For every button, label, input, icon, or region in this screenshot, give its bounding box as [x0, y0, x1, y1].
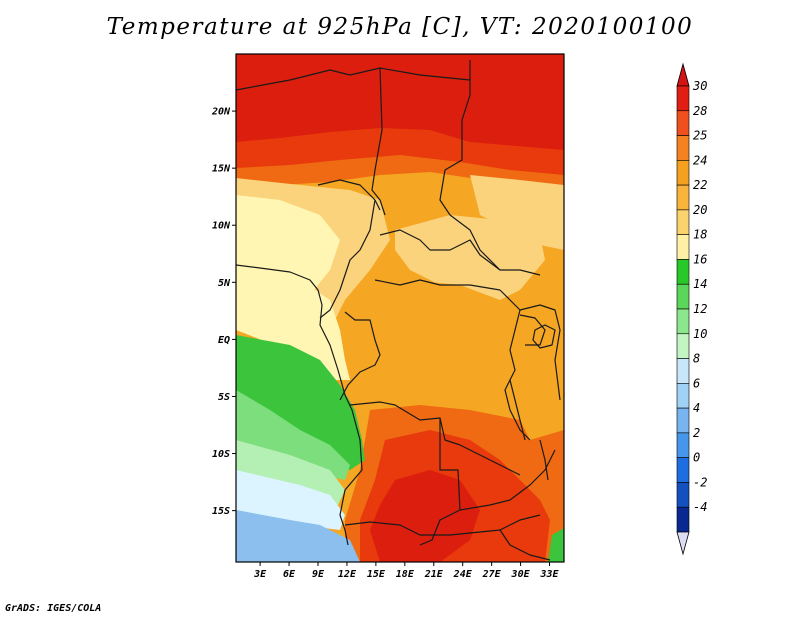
lon-label: 24E [453, 569, 473, 580]
map-title: Temperature at 925hPa [C], VT: 202010010… [106, 14, 694, 40]
border-car [379, 229, 501, 271]
colorbar-label: 20 [693, 203, 707, 217]
colorbar-label: 22 [693, 178, 707, 192]
border-sudan [439, 80, 541, 276]
border-uganda [519, 314, 546, 346]
lon-label: 27E [482, 569, 502, 580]
colorbar-swatch [676, 358, 690, 384]
border-angola-north [349, 401, 521, 476]
lon-label: 12E [338, 569, 357, 580]
red-zone-south-deep [370, 470, 480, 562]
lat-label: 5S [218, 392, 230, 403]
light-orange-central [395, 215, 545, 300]
lon-label: 18E [396, 569, 415, 580]
border-drc-east [499, 289, 531, 441]
lake-malawi [539, 439, 549, 481]
colorbar-swatch [676, 283, 690, 310]
colorbar-top-cap [676, 62, 690, 87]
lake-tanganyika [509, 379, 526, 441]
lon-label: 33E [539, 569, 559, 580]
lon-label: 15E [367, 569, 386, 580]
border-namibia [344, 514, 541, 536]
border-zimbabwe [499, 529, 551, 561]
latitude-labels: 20N 15N 10N 5N EQ 5S 10S 15S [211, 107, 236, 517]
colorbar-label: 12 [693, 302, 707, 316]
colorbar-label: 30 [692, 79, 707, 93]
colorbar-swatch [676, 209, 690, 235]
country-borders [236, 60, 561, 561]
light-orange-east [470, 175, 564, 250]
colorbar-swatch [676, 407, 690, 434]
colorbar-swatch [676, 110, 690, 136]
lat-label: 10S [212, 449, 230, 460]
border-congo-drc [339, 311, 381, 401]
colorbar-label: 4 [693, 401, 700, 415]
border-nigeria [317, 179, 381, 211]
colorbar-swatch [676, 383, 690, 409]
lake-victoria [532, 324, 556, 349]
border-chad [371, 67, 386, 216]
longitude-labels: 3E 6E 9E 12E 15E 18E 21E 24E 27E 30E 33E [253, 562, 560, 580]
lon-label: 6E [283, 569, 296, 580]
colorbar-label: 14 [693, 277, 707, 291]
colorbar-label: 28 [693, 104, 707, 118]
coastline [236, 264, 363, 546]
lat-label: 5N [218, 278, 231, 289]
colorbar-swatch [676, 135, 690, 161]
colorbar-label: 10 [693, 327, 707, 341]
temperature-field [236, 54, 564, 562]
cool-water [236, 470, 345, 530]
colorbar-swatch [676, 482, 690, 508]
colorbar-label: 18 [693, 228, 707, 242]
colorbar-swatch [676, 160, 690, 186]
lat-label: 10N [212, 221, 231, 232]
border-car-south [374, 279, 501, 291]
orange-zone-east [510, 300, 564, 440]
colorbar-swatch [676, 506, 690, 533]
colorbar-swatch [676, 85, 690, 112]
colorbar-swatch [676, 333, 690, 359]
colorbar-swatch [676, 259, 690, 285]
colorbar-label: 25 [693, 129, 707, 143]
grads-credit: GrADS: IGES/COLA [5, 603, 102, 614]
lon-label: 3E [253, 569, 267, 580]
colorbar-label: 6 [693, 376, 700, 390]
border-cameroon [319, 199, 376, 319]
colorbar-label: 2 [693, 426, 700, 440]
colorbar-swatch [676, 234, 690, 260]
lon-label: 9E [312, 569, 325, 580]
green-zone-southeast [548, 528, 564, 562]
colorbar-label: 16 [693, 252, 707, 266]
cold-water [236, 510, 360, 562]
colorbar-label: 24 [693, 153, 707, 167]
colorbar-label: -2 [693, 475, 707, 489]
colorbar-label: 0 [693, 451, 700, 465]
colorbar-bottom-cap [676, 531, 690, 556]
colorbar-swatch [676, 457, 690, 483]
colorbar-label: -4 [693, 500, 707, 514]
border-sahara [236, 60, 471, 91]
colorbar-swatch [676, 308, 690, 335]
lon-label: 30E [511, 569, 531, 580]
border-tanzania [519, 304, 561, 401]
lon-label: 21E [424, 569, 444, 580]
colorbar-swatch [676, 432, 690, 458]
lat-label: 15S [212, 506, 230, 517]
orange-central-basin [395, 280, 520, 400]
lat-label: EQ [218, 335, 230, 346]
colorbar-label: 8 [693, 352, 700, 366]
pale-yellow-coast [236, 265, 350, 380]
lat-label: 15N [212, 164, 231, 175]
border-zambia [459, 449, 556, 511]
red-zone-north-deep [236, 54, 564, 150]
map-frame [235, 53, 565, 563]
colorbar-swatch [676, 184, 690, 211]
lat-label: 20N [211, 107, 231, 118]
